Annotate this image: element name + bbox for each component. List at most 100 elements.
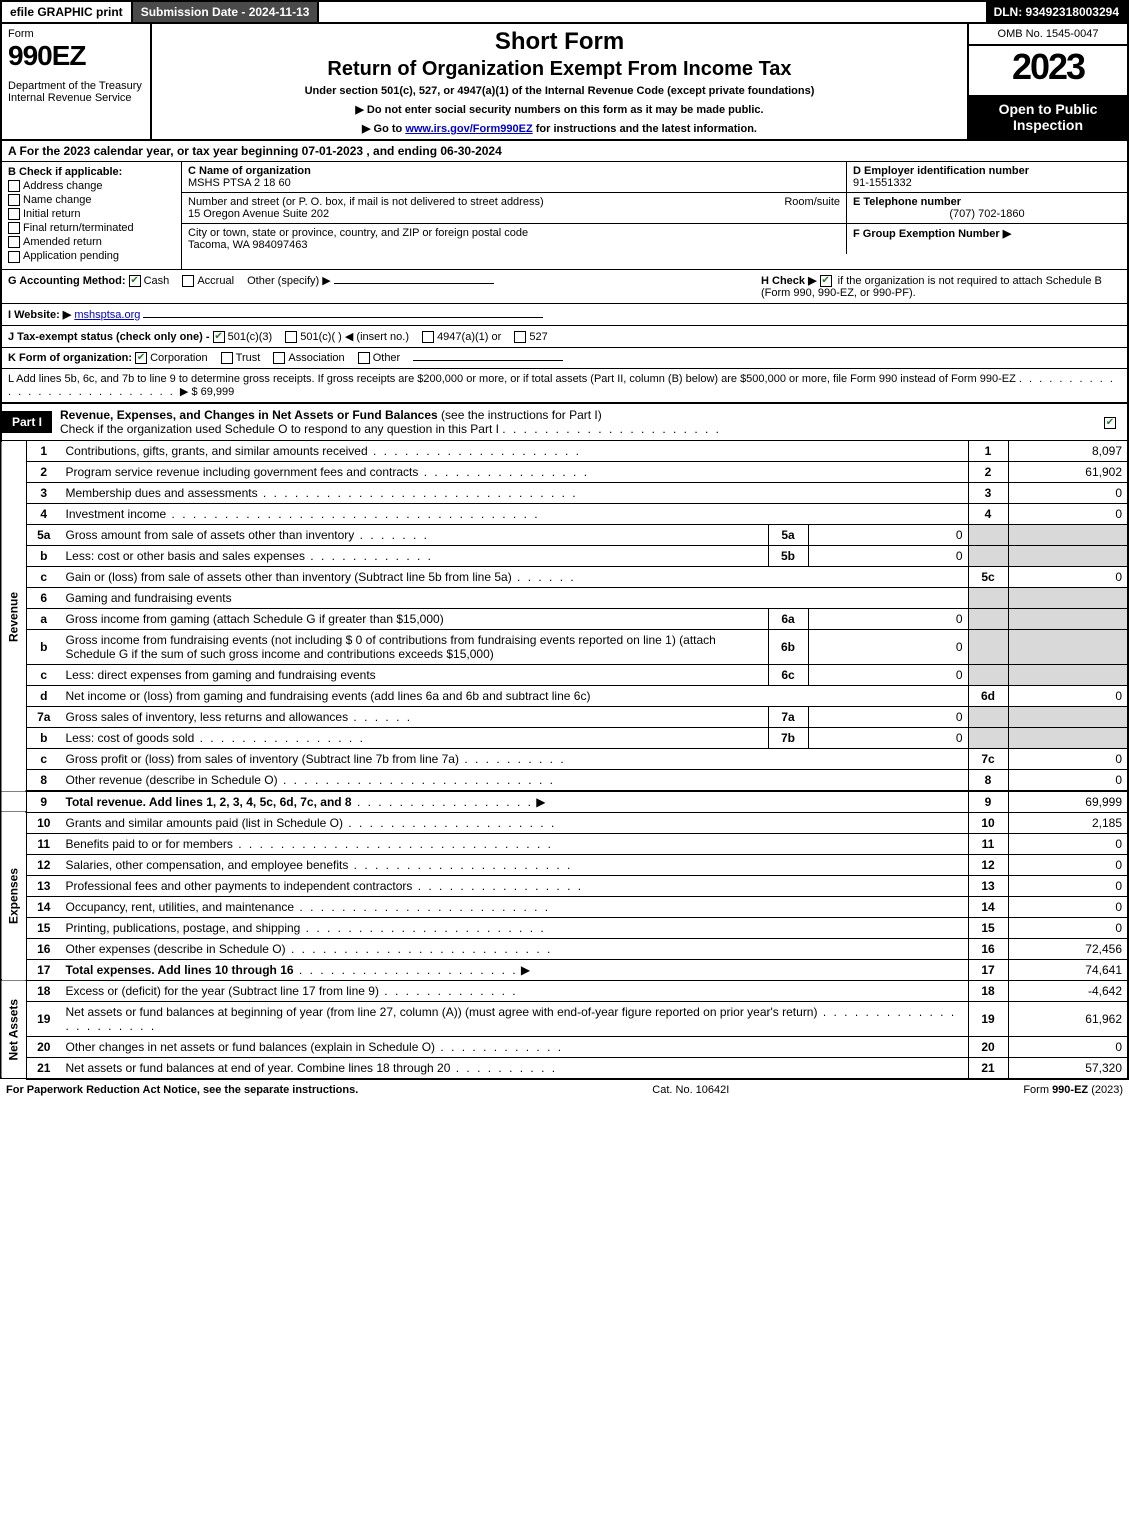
line-7c: c Gross profit or (loss) from sales of i…: [1, 748, 1128, 769]
g-other-input[interactable]: [334, 283, 494, 284]
b-opt-initial[interactable]: Initial return: [8, 208, 175, 220]
row-j: J Tax-exempt status (check only one) - 5…: [0, 326, 1129, 348]
l9-val: 69,999: [1008, 791, 1128, 813]
l4-num: 4: [27, 503, 61, 524]
l6a-num: a: [27, 608, 61, 629]
k-other[interactable]: Other: [358, 352, 401, 364]
footer-mid: Cat. No. 10642I: [652, 1084, 729, 1096]
side-blank-9: [1, 791, 27, 813]
l8-desc: Other revenue (describe in Schedule O): [66, 773, 278, 787]
g-other: Other (specify) ▶: [247, 275, 331, 287]
g-accrual[interactable]: Accrual: [182, 275, 234, 287]
l14-val: 0: [1008, 896, 1128, 917]
line-13: 13 Professional fees and other payments …: [1, 875, 1128, 896]
b-opt-final-label: Final return/terminated: [23, 222, 134, 234]
l5b-desc: Less: cost or other basis and sales expe…: [66, 549, 305, 563]
l20-val: 0: [1008, 1036, 1128, 1057]
omb-number: OMB No. 1545-0047: [969, 24, 1127, 46]
row-a-calendar: A For the 2023 calendar year, or tax yea…: [0, 141, 1129, 162]
l15-val: 0: [1008, 917, 1128, 938]
j-501c3[interactable]: 501(c)(3): [213, 331, 273, 343]
l12-num: 12: [27, 854, 61, 875]
b-opt-name-label: Name change: [23, 194, 92, 206]
room-label: Room/suite: [784, 196, 840, 208]
l6c-mval: 0: [808, 664, 968, 685]
part1-title: Revenue, Expenses, and Changes in Net As…: [52, 404, 1096, 440]
g-label: G Accounting Method:: [8, 275, 126, 287]
j-527[interactable]: 527: [514, 331, 547, 343]
l3-desc: Membership dues and assessments: [66, 486, 258, 500]
side-revenue: Revenue: [1, 441, 27, 791]
k-trust[interactable]: Trust: [221, 352, 261, 364]
l10-lbl: 10: [968, 812, 1008, 833]
b-opt-amended[interactable]: Amended return: [8, 236, 175, 248]
c-addr-cell: Number and street (or P. O. box, if mail…: [182, 193, 847, 223]
k-corp-label: Corporation: [150, 352, 207, 364]
l8-val: 0: [1008, 769, 1128, 791]
l6d-desc: Net income or (loss) from gaming and fun…: [61, 685, 969, 706]
line-1: Revenue 1 Contributions, gifts, grants, …: [1, 441, 1128, 462]
b-opt-address[interactable]: Address change: [8, 180, 175, 192]
part1-check-line: Check if the organization used Schedule …: [60, 422, 499, 436]
line-7b: b Less: cost of goods sold . . . . . . .…: [1, 727, 1128, 748]
h-checkbox[interactable]: [820, 275, 832, 287]
b-opt-final[interactable]: Final return/terminated: [8, 222, 175, 234]
g-accrual-label: Accrual: [197, 275, 234, 287]
i-label: I Website: ▶: [8, 309, 71, 321]
l7a-desc: Gross sales of inventory, less returns a…: [66, 710, 349, 724]
l6c-shade1: [968, 664, 1008, 685]
l13-val: 0: [1008, 875, 1128, 896]
l9-num: 9: [27, 791, 61, 813]
line-17: 17 Total expenses. Add lines 10 through …: [1, 959, 1128, 980]
k-other-label: Other: [373, 352, 401, 364]
l6b-shade1: [968, 629, 1008, 664]
l5a-num: 5a: [27, 524, 61, 545]
g-cash[interactable]: Cash: [129, 275, 170, 287]
l5a-mval: 0: [808, 524, 968, 545]
h-label: H Check ▶: [761, 275, 817, 287]
form-word: Form: [8, 28, 144, 40]
website-link[interactable]: mshsptsa.org: [74, 309, 140, 321]
l6a-shade2: [1008, 608, 1128, 629]
j-501c[interactable]: 501(c)( ) ◀ (insert no.): [285, 331, 409, 343]
l17-num: 17: [27, 959, 61, 980]
l5c-desc: Gain or (loss) from sale of assets other…: [66, 570, 512, 584]
l5b-mval: 0: [808, 545, 968, 566]
part1-checkbox[interactable]: [1104, 417, 1116, 429]
part1-header: Part I Revenue, Expenses, and Changes in…: [0, 404, 1129, 441]
submission-date: Submission Date - 2024-11-13: [133, 2, 320, 22]
l7c-lbl: 7c: [968, 748, 1008, 769]
irs-link[interactable]: www.irs.gov/Form990EZ: [405, 123, 532, 135]
k-corp[interactable]: Corporation: [135, 352, 207, 364]
l18-val: -4,642: [1008, 980, 1128, 1001]
l7b-shade2: [1008, 727, 1128, 748]
line-3: 3 Membership dues and assessments . . . …: [1, 482, 1128, 503]
l3-num: 3: [27, 482, 61, 503]
top-bar: efile GRAPHIC print Submission Date - 20…: [0, 0, 1129, 24]
l1-num: 1: [27, 441, 61, 462]
l6b-mval: 0: [808, 629, 968, 664]
line-16: 16 Other expenses (describe in Schedule …: [1, 938, 1128, 959]
l7b-desc: Less: cost of goods sold: [66, 731, 195, 745]
website-underline: [143, 317, 543, 318]
f-label: F Group Exemption Number ▶: [853, 228, 1011, 240]
l6c-mlbl: 6c: [768, 664, 808, 685]
b-opt-pending[interactable]: Application pending: [8, 250, 175, 262]
l12-desc: Salaries, other compensation, and employ…: [66, 858, 349, 872]
k-other-input[interactable]: [413, 360, 563, 361]
row-k: K Form of organization: Corporation Trus…: [0, 348, 1129, 369]
header-left: Form 990EZ Department of the Treasury In…: [2, 24, 152, 139]
l10-desc: Grants and similar amounts paid (list in…: [66, 816, 343, 830]
section-bcdef: B Check if applicable: Address change Na…: [0, 162, 1129, 270]
efile-label: efile GRAPHIC print: [2, 2, 133, 22]
l7a-shade2: [1008, 706, 1128, 727]
lines-table: Revenue 1 Contributions, gifts, grants, …: [0, 441, 1129, 1080]
j-501c-label: 501(c)( ) ◀ (insert no.): [300, 331, 409, 343]
side-expenses: Expenses: [1, 812, 27, 980]
l17-lbl: 17: [968, 959, 1008, 980]
b-opt-name[interactable]: Name change: [8, 194, 175, 206]
k-assoc[interactable]: Association: [273, 352, 344, 364]
line-9: 9 Total revenue. Add lines 1, 2, 3, 4, 5…: [1, 791, 1128, 813]
bullet-goto: ▶ Go to www.irs.gov/Form990EZ for instru…: [158, 122, 961, 135]
j-4947[interactable]: 4947(a)(1) or: [422, 331, 501, 343]
